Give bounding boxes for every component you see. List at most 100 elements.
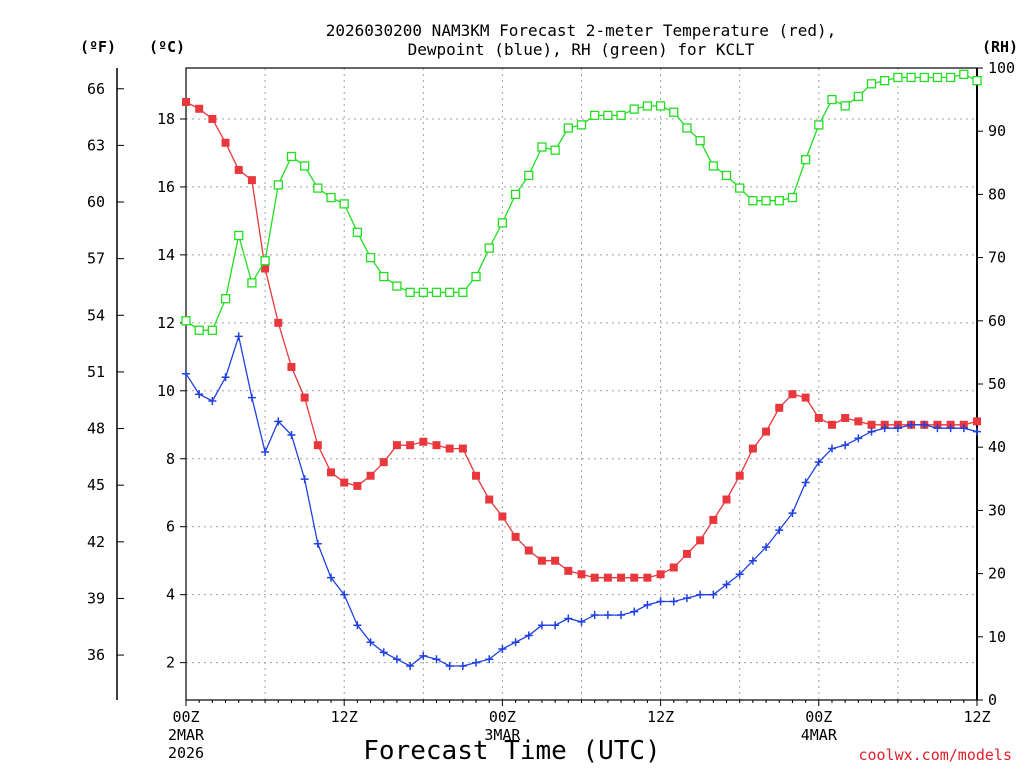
2-meter-temperature-point	[366, 471, 375, 480]
dewpoint-point	[406, 662, 415, 671]
rh-tick-label: 50	[988, 375, 1006, 393]
rh-point	[247, 278, 257, 288]
rh-point	[708, 161, 718, 171]
celsius-axis-unit: (ºC)	[149, 38, 185, 56]
dewpoint-point	[946, 424, 955, 433]
2-meter-temperature-point	[814, 413, 823, 422]
x-tick-label: 00Z	[172, 708, 199, 726]
2-meter-temperature-point	[867, 420, 876, 429]
dewpoint-point	[814, 458, 823, 467]
rh-point	[642, 101, 653, 111]
chart-title-line2: Dewpoint (blue), RH (green) for KCLT	[408, 40, 755, 59]
celsius-tick-label: 16	[157, 178, 175, 196]
rh-point	[458, 287, 468, 298]
rh-point	[260, 256, 270, 266]
rh-point	[814, 120, 824, 130]
dewpoint-point	[340, 590, 349, 599]
2-meter-temperature-point	[643, 573, 652, 582]
rh-point	[576, 120, 587, 130]
fahrenheit-tick-label: 57	[87, 250, 105, 268]
2-meter-temperature-point	[564, 566, 573, 575]
dewpoint-point	[234, 332, 243, 341]
rh-point	[405, 287, 415, 298]
2-meter-temperature-point	[182, 97, 190, 106]
x-tick-label: 00Z	[805, 708, 832, 726]
x-tick-year-label: 2026	[168, 744, 204, 762]
2-meter-temperature-point	[617, 573, 626, 582]
rh-tick-label: 30	[988, 501, 1006, 519]
2-meter-temperature-point	[472, 471, 481, 480]
2-meter-temperature-point	[379, 458, 388, 467]
2-meter-temperature-point	[287, 363, 296, 372]
dewpoint-point	[182, 369, 190, 378]
dewpoint-point	[933, 424, 942, 433]
rh-point	[840, 101, 850, 111]
tick-labels: 2 4 6 8 10 12 14 16 18 36 39 42 45 48 51 54 57 60 63 66 0 10 2…	[87, 59, 1015, 762]
fahrenheit-tick-label: 54	[87, 306, 105, 324]
2-meter-temperature-point	[603, 573, 612, 582]
rh-point	[234, 230, 244, 241]
dewpoint-point	[472, 658, 481, 667]
dewpoint-point	[208, 396, 217, 405]
rh-point	[563, 123, 573, 133]
rh-point	[866, 79, 877, 89]
2-meter-temperature-point	[392, 441, 401, 450]
2-meter-temperature-point	[432, 441, 441, 450]
rh-point	[365, 252, 376, 263]
rh-point	[787, 192, 798, 203]
rh-point	[827, 94, 837, 105]
2-meter-temperature-point	[801, 393, 810, 402]
dewpoint-point	[735, 570, 744, 579]
2-meter-temperature-point	[511, 532, 520, 541]
2-meter-temperature-point	[656, 570, 665, 579]
rh-point	[352, 227, 363, 237]
2-meter-temperature-point	[247, 176, 256, 185]
dewpoint-point	[458, 662, 467, 671]
rh-point	[893, 72, 903, 83]
rh-point	[207, 325, 218, 335]
dewpoint-point	[537, 621, 546, 630]
2-meter-temperature-point	[208, 114, 217, 123]
fahrenheit-tick-label: 45	[87, 476, 105, 494]
rh-point	[510, 189, 521, 200]
celsius-tick-label: 12	[157, 314, 175, 332]
dewpoint-point	[841, 441, 850, 450]
dewpoint-point	[564, 614, 573, 623]
celsius-tick-label: 4	[166, 586, 175, 604]
rh-point	[853, 91, 863, 102]
x-tick-date-label: 4MAR	[801, 726, 838, 744]
dewpoint-point	[656, 597, 665, 606]
rh-point	[220, 294, 231, 304]
rh-point	[945, 72, 956, 83]
2-meter-temperature-point	[261, 264, 270, 273]
rh-point	[286, 151, 297, 162]
dewpoint-point	[762, 543, 771, 552]
fahrenheit-tick-label: 36	[87, 646, 105, 664]
2-meter-temperature-point	[327, 468, 336, 477]
rh-point	[655, 101, 666, 111]
2-meter-temperature-point	[682, 549, 691, 558]
2-meter-temperature-point	[300, 393, 309, 402]
rh-point	[669, 107, 679, 117]
rh-tick-label: 40	[988, 438, 1006, 456]
dewpoint-point	[577, 617, 586, 626]
dewpoint-point	[327, 573, 336, 582]
rh-point	[959, 69, 969, 79]
rh-point	[524, 170, 534, 181]
axes	[116, 67, 983, 706]
rh-tick-label: 100	[988, 59, 1015, 77]
2-meter-temperature-point	[735, 471, 744, 480]
dewpoint-point	[485, 655, 494, 664]
x-tick-date-label: 2MAR	[168, 726, 205, 744]
2-meter-temperature-point	[709, 515, 718, 524]
2-meter-temperature-point	[537, 556, 546, 565]
2-meter-temperature-point	[630, 573, 639, 582]
dewpoint-point	[419, 651, 428, 660]
2-meter-temperature-point	[551, 556, 560, 565]
series-layer	[181, 69, 982, 671]
rh-point	[972, 75, 982, 86]
2-meter-temperature-point	[524, 546, 533, 555]
2-meter-temperature-point	[498, 512, 507, 521]
rh-point	[379, 271, 389, 282]
2-meter-temperature-point	[696, 536, 705, 545]
